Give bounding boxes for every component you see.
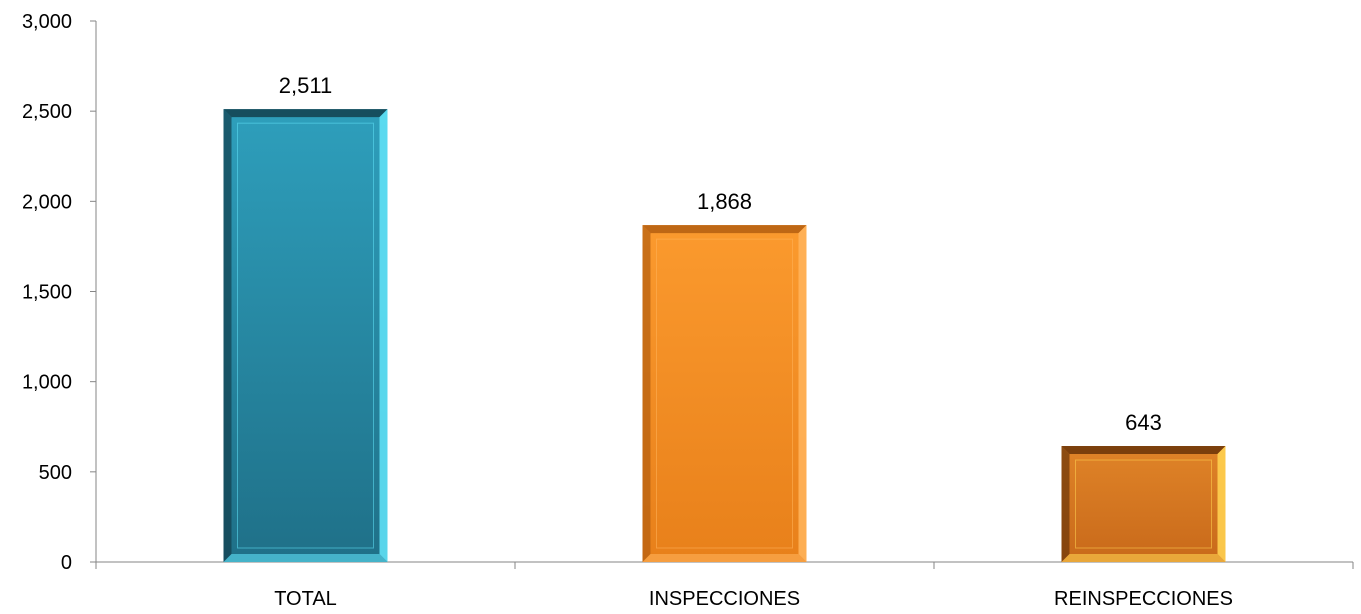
data-label: 2,511 — [279, 73, 332, 98]
bar-bevel-top — [642, 225, 807, 234]
bar-body — [223, 109, 388, 563]
bars — [223, 109, 1226, 563]
bar-bevel-top — [223, 109, 388, 118]
bar-bevel-right — [798, 225, 807, 562]
y-tick-label: 500 — [39, 462, 72, 484]
bar-bevel-top — [1061, 446, 1226, 455]
bar-bevel-right — [379, 109, 388, 563]
y-tick-label: 1,000 — [22, 372, 72, 394]
y-tick-label: 2,000 — [22, 191, 72, 213]
bar-body — [642, 225, 807, 562]
bar-reinspecciones — [1061, 446, 1226, 562]
bar-bevel-bottom — [1061, 554, 1226, 562]
y-tick-label: 0 — [61, 552, 72, 574]
labels: 2,511 TOTAL 1,868 INSPECCIONES 643 REINSPECCI… — [274, 73, 1233, 610]
y-tick-label: 1,500 — [22, 282, 72, 304]
bar-inspecciones — [642, 225, 807, 562]
bar-total — [223, 109, 388, 563]
bar-bevel-bottom — [223, 554, 388, 562]
data-label: 643 — [1125, 410, 1162, 435]
category-label: INSPECCIONES — [649, 588, 800, 610]
bar-bevel-right — [1217, 446, 1226, 562]
bar-body — [1061, 446, 1226, 562]
bar-inner-outline — [1075, 459, 1212, 549]
bar-bevel-left — [1061, 446, 1070, 562]
category-label: TOTAL — [274, 588, 337, 610]
y-tick-label: 2,500 — [22, 101, 72, 123]
bar-bevel-left — [223, 109, 232, 563]
bar-bevel-bottom — [642, 554, 807, 562]
category-label: REINSPECCIONES — [1054, 588, 1233, 610]
bar-bevel-left — [642, 225, 651, 562]
bar-inner-outline — [656, 238, 793, 549]
data-label: 1,868 — [697, 189, 752, 214]
bar-inner-outline — [237, 122, 374, 549]
y-tick-label: 3,000 — [22, 11, 72, 33]
